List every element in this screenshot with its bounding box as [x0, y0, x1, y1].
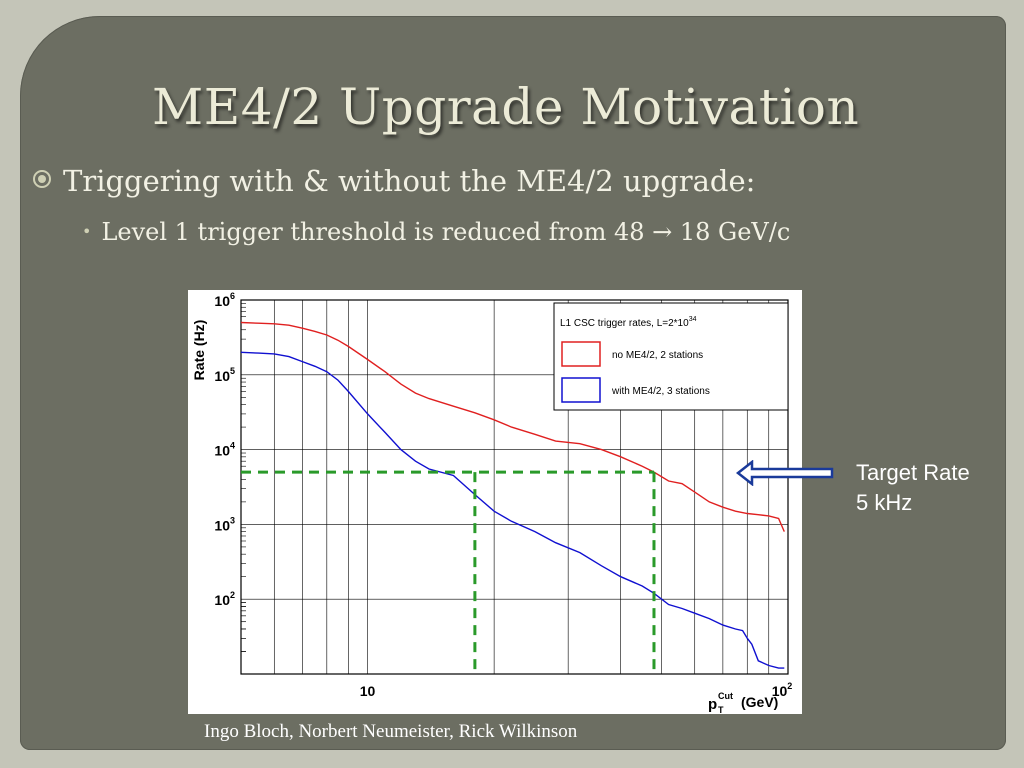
target-rate-title: Target Rate	[856, 460, 970, 485]
author-credits: Ingo Bloch, Norbert Neumeister, Rick Wil…	[204, 721, 578, 742]
y-tick-label: 103	[214, 515, 235, 533]
series-layer	[240, 321, 785, 669]
target-rate-label: Target Rate 5 kHz	[856, 458, 970, 518]
threshold-layer	[241, 470, 656, 674]
trigger-rate-chart: 102 103 104 105 106 10 102 Rate (Hz) p Cut T (…	[188, 290, 802, 714]
legend-frame	[553, 302, 789, 411]
chart-svg: 102 103 104 105 106 10 102 Rate (Hz) p Cut T (…	[191, 291, 792, 714]
target-rate-value: 5 kHz	[856, 490, 913, 515]
bullet-main: Triggering with & without the ME4/2 upgr…	[33, 164, 755, 198]
y-tick-label: 102	[214, 590, 235, 608]
svg-text:p: p	[708, 696, 717, 713]
legend-entry-red: no ME4/2, 2 stations	[612, 350, 703, 361]
svg-text:T: T	[718, 705, 724, 714]
legend-entry-blue: with ME4/2, 3 stations	[611, 386, 710, 397]
ticklabel-layer: 102 103 104 105 106 10 102	[214, 291, 792, 699]
y-tick-label: 106	[214, 291, 235, 309]
legend: L1 CSC trigger rates, L=2*1034 no ME4/2,…	[553, 302, 789, 411]
y-tick-label: 104	[214, 441, 235, 459]
dot-bullet-icon: •	[82, 222, 92, 241]
x-axis-label: p Cut T (GeV)	[708, 691, 778, 714]
y-tick-label: 105	[214, 366, 235, 384]
legend-swatch-red	[561, 341, 601, 367]
x-tick-label: 102	[772, 681, 793, 699]
bullet-sub-text: Level 1 trigger threshold is reduced fro…	[101, 218, 791, 246]
y-axis-label: Rate (Hz)	[191, 320, 207, 381]
legend-swatch-blue	[561, 377, 601, 403]
plot-frame	[240, 299, 789, 675]
x-tick-label: 10	[360, 683, 376, 699]
circle-bullet-icon	[33, 170, 51, 188]
slide-title: ME4/2 Upgrade Motivation	[152, 78, 860, 136]
svg-text:(GeV): (GeV)	[741, 694, 778, 710]
series-line-no-me42	[240, 321, 785, 532]
legend-header: L1 CSC trigger rates, L=2*1034	[560, 316, 697, 329]
series-line-with-me42	[240, 351, 785, 669]
bullet-sub: • Level 1 trigger threshold is reduced fr…	[82, 218, 790, 246]
bullet-main-text: Triggering with & without the ME4/2 upgr…	[63, 164, 756, 198]
svg-text:Cut: Cut	[718, 691, 733, 701]
target-arrow-icon	[735, 460, 834, 486]
